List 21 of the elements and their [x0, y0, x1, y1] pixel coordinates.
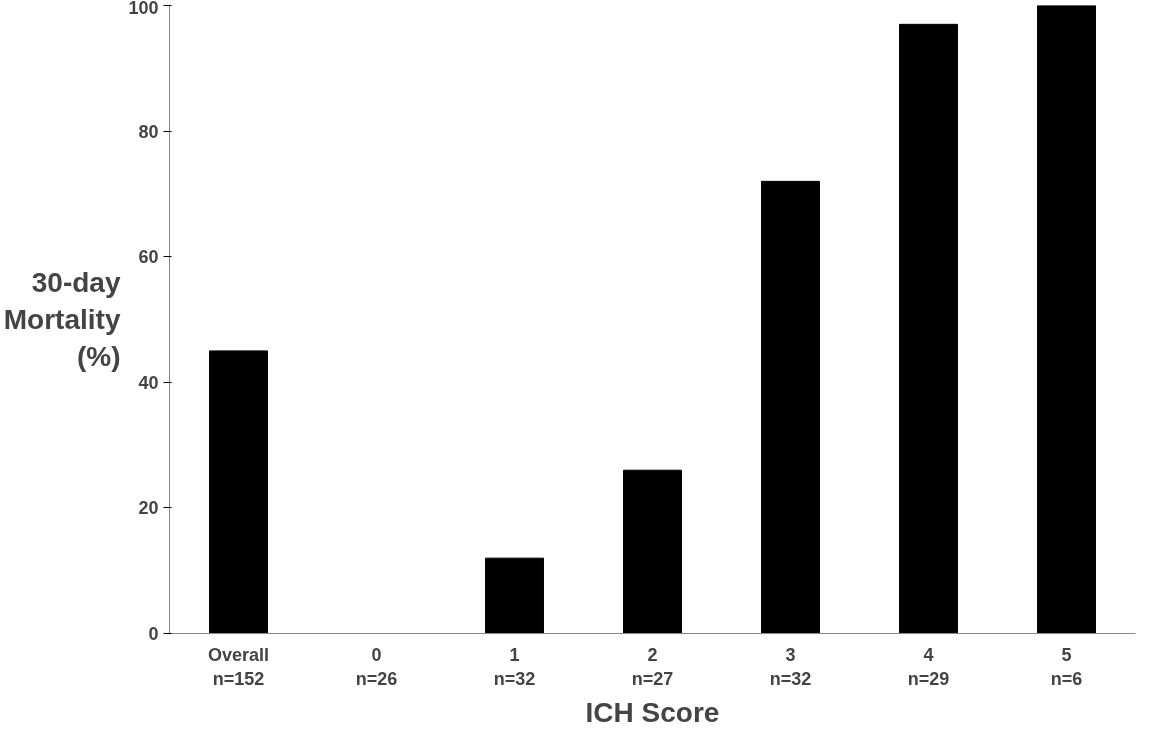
bar: [899, 23, 958, 634]
x-tick-label: 1 n=32: [493, 644, 536, 689]
y-tick-label: 0: [148, 624, 159, 644]
bar: [623, 469, 682, 634]
x-axis-title: ICH Score: [585, 696, 720, 728]
x-tick-label: 5 n=6: [1050, 644, 1083, 689]
x-tick-label: Overall n=152: [207, 644, 270, 689]
x-tick-label: 0 n=26: [355, 644, 398, 689]
y-tick-label: 80: [138, 121, 159, 142]
x-tick-label: 3 n=32: [769, 644, 812, 689]
x-tick-label: 4 n=29: [907, 644, 950, 689]
bar: [209, 350, 268, 634]
y-tick-label: 100: [128, 0, 159, 18]
y-tick-label: 20: [138, 498, 159, 519]
bar: [761, 180, 820, 634]
y-axis-title: 30-day Mortality (%): [3, 266, 121, 373]
bar: [485, 557, 544, 634]
x-tick-label: 2 n=27: [631, 644, 674, 689]
bar: [1037, 5, 1096, 634]
y-tick-label: 60: [138, 247, 159, 268]
y-tick-label: 40: [138, 372, 159, 393]
